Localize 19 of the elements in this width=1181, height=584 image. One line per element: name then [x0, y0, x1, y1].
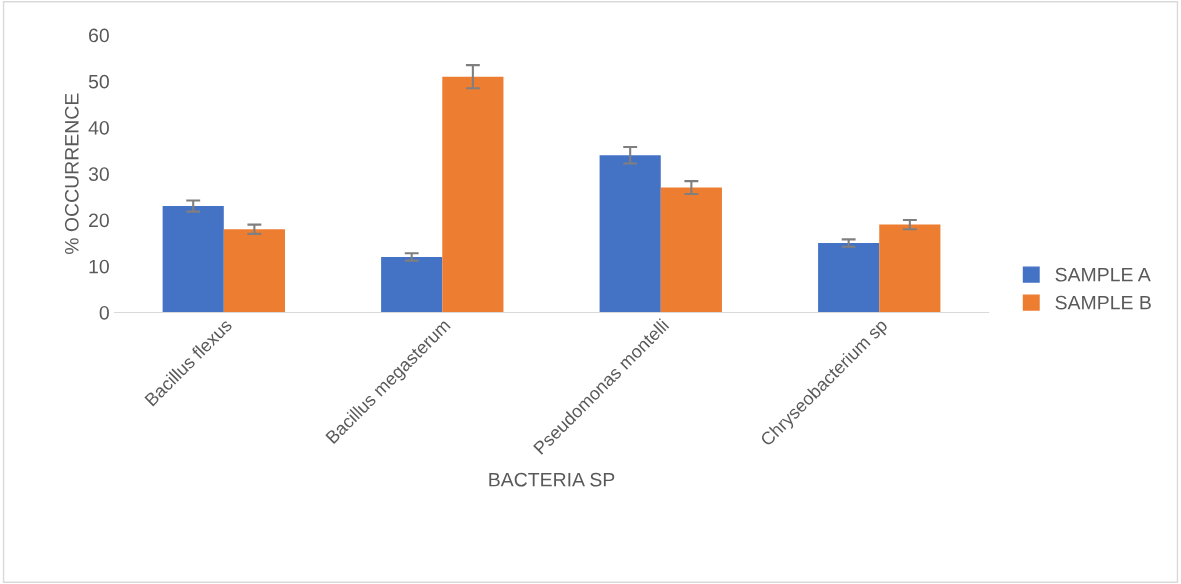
bar	[442, 76, 504, 313]
y-tick-label: 50	[88, 74, 109, 89]
bar	[660, 187, 722, 313]
y-tick-label: 20	[89, 213, 109, 228]
y-tick-label: 10	[89, 259, 109, 274]
legend-label: SAMPLE B	[1055, 295, 1151, 310]
y-tick-label: 40	[88, 120, 109, 135]
y-tick-label: 0	[99, 305, 109, 320]
y-tick-label: 60	[89, 28, 109, 43]
bar	[223, 229, 285, 313]
bar	[599, 155, 661, 313]
x-axis-title: BACTERIA SP	[489, 472, 615, 487]
bar	[162, 206, 224, 313]
bar	[381, 256, 443, 313]
legend-label: SAMPLE A	[1055, 267, 1151, 282]
bar	[879, 224, 941, 313]
y-tick-label: 30	[88, 167, 109, 181]
bar	[818, 243, 880, 313]
y-axis-title: % OCCURRENCE	[64, 93, 79, 255]
